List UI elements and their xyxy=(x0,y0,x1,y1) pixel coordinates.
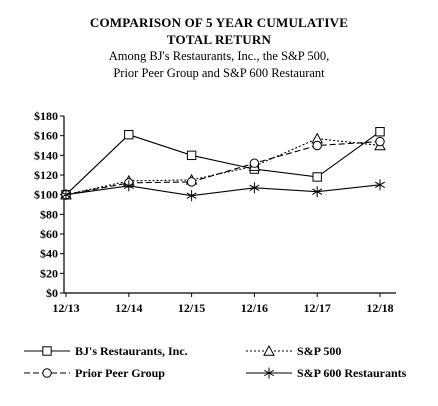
legend-item: S&P 600 Restaurants xyxy=(246,366,407,380)
data-point xyxy=(186,177,197,187)
y-tick-label: $120 xyxy=(34,168,58,182)
axes xyxy=(63,116,396,294)
y-tick-label: $100 xyxy=(34,188,58,202)
data-point xyxy=(60,189,72,201)
legend-marker xyxy=(42,346,52,356)
legend-label: Prior Peer Group xyxy=(75,366,165,380)
x-tick-label: 12/15 xyxy=(178,301,205,315)
legend-label: BJ's Restaurants, Inc. xyxy=(75,344,188,358)
legend-item: S&P 500 xyxy=(246,344,341,358)
chart-title-line-1: COMPARISON OF 5 YEAR CUMULATIVE xyxy=(89,15,349,30)
data-point xyxy=(123,180,134,192)
chart-subtitle-line-1: Among BJ's Restaurants, Inc., the S&P 50… xyxy=(108,49,330,63)
chart-title-block: COMPARISON OF 5 YEAR CUMULATIVE TOTAL RE… xyxy=(0,14,438,82)
x-tick-label: 12/17 xyxy=(304,301,331,315)
series-line xyxy=(65,138,381,196)
y-tick-label: $80 xyxy=(40,207,58,221)
x-tick-label: 12/18 xyxy=(366,301,393,315)
y-axis-ticks: $0 $20 $40 $60 $80 $100 $120 $140 $160 $180 xyxy=(34,109,64,300)
chart-subtitle-line-2: Prior Peer Group and S&P 600 Restaurant xyxy=(113,66,325,80)
y-tick-label: $160 xyxy=(34,129,58,143)
data-point xyxy=(312,186,323,198)
data-point xyxy=(374,179,386,191)
chart-title-line-2: TOTAL RETURN xyxy=(166,32,272,47)
data-point xyxy=(186,150,197,161)
x-tick-label: 12/14 xyxy=(115,301,142,315)
data-point xyxy=(312,172,322,182)
legend-label: S&P 500 xyxy=(297,344,341,358)
legend: BJ's Restaurants, Inc. S&P 500 Prior Peer … xyxy=(24,344,407,380)
y-tick-label: $60 xyxy=(40,227,58,241)
data-point xyxy=(249,182,260,194)
x-tick-label: 12/16 xyxy=(241,301,268,315)
legend-item: BJ's Restaurants, Inc. xyxy=(24,344,188,358)
y-tick-label: $40 xyxy=(40,247,58,261)
legend-marker xyxy=(263,367,275,379)
legend-marker xyxy=(42,368,52,378)
y-tick-label: $180 xyxy=(34,109,58,123)
legend-item: Prior Peer Group xyxy=(24,366,165,380)
series-3 xyxy=(60,179,386,202)
series-line xyxy=(65,184,381,197)
data-point xyxy=(375,136,385,147)
y-tick-label: $20 xyxy=(40,266,58,280)
y-tick-label: $0 xyxy=(46,286,58,300)
data-point xyxy=(249,158,260,168)
data-point xyxy=(186,190,197,202)
legend-label: S&P 600 Restaurants xyxy=(297,366,407,380)
data-point xyxy=(124,129,134,140)
series-group xyxy=(60,127,386,202)
series-line xyxy=(65,131,381,196)
x-axis-ticks: 12/13 12/14 12/15 12/16 12/17 12/18 xyxy=(52,293,394,315)
data-point xyxy=(312,140,322,151)
x-tick-label: 12/13 xyxy=(52,301,79,315)
legend-marker xyxy=(263,344,275,356)
y-tick-label: $140 xyxy=(34,148,58,162)
data-point xyxy=(375,127,385,137)
